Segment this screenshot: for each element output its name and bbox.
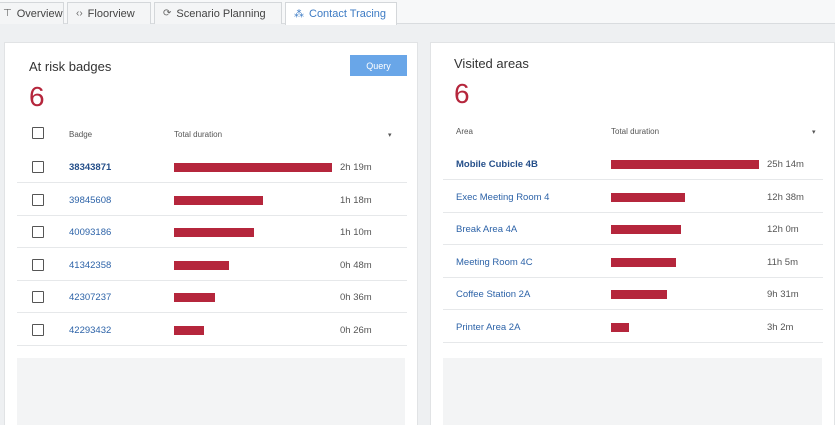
badge-row: 42307237 0h 36m [17,281,407,313]
duration-value: 0h 36m [340,292,372,303]
duration-bar [611,160,759,169]
tab-contact-tracing[interactable]: ⁂ Contact Tracing [285,2,397,25]
at-risk-badges-panel: At risk badges 6 Query Badge Total durat… [4,42,418,425]
area-row: Break Area 4A 12h 0m [443,213,823,245]
panel-title: Visited areas [454,56,529,71]
duration-value: 0h 48m [340,259,372,271]
column-header-area[interactable]: Area [456,127,473,136]
tab-scenario-planning[interactable]: ⟳ Scenario Planning [154,2,282,24]
panel-footer [17,358,405,425]
badge-row: 41342358 0h 48m [17,249,407,281]
duration-value: 0h 26m [340,324,372,336]
sort-caret-icon[interactable]: ▾ [812,129,816,136]
panel-title: At risk badges [29,59,112,74]
badge-row: 40093186 1h 10m [17,216,407,248]
duration-bar [611,322,629,332]
duration-bar [174,325,204,335]
duration-bar [174,163,332,172]
filter-icon: ⊤ [3,8,12,19]
duration-value: 25h 14m [767,159,804,170]
badge-count: 6 [29,81,45,112]
visited-areas-panel: Visited areas 6 Area Total duration ▾ Mo… [430,42,835,425]
tab-contact-tracing-label: Contact Tracing [309,8,387,20]
badge-id-link[interactable]: 42293432 [69,324,112,336]
area-row: Printer Area 2A 3h 2m [443,311,823,343]
duration-bar [174,260,229,270]
duration-bar [174,293,215,302]
badge-id-link[interactable]: 40093186 [69,227,112,238]
row-checkbox[interactable] [32,291,44,303]
column-header-total-duration[interactable]: Total duration [174,130,223,139]
floorview-icon: ‹› [76,8,83,19]
row-checkbox[interactable] [32,226,44,238]
column-header-badge[interactable]: Badge [69,130,93,139]
area-name-link[interactable]: Printer Area 2A [456,321,521,333]
sort-caret-icon[interactable]: ▾ [388,132,392,139]
badge-row: 42293432 0h 26m [17,314,407,346]
duration-value: 9h 31m [767,289,799,300]
duration-bar [174,228,254,237]
area-row: Coffee Station 2A 9h 31m [443,278,823,310]
tab-overview-label: Overview [16,7,63,20]
refresh-icon: ⟳ [163,8,172,19]
area-name-link[interactable]: Mobile Cubicle 4B [456,159,538,170]
duration-bar [611,192,685,202]
row-checkbox[interactable] [32,193,44,206]
duration-bar [611,290,667,299]
duration-value: 1h 10m [340,227,372,238]
duration-value: 12h 38m [767,191,804,203]
badge-id-link[interactable]: 41342358 [69,259,112,271]
tab-floorview[interactable]: ‹› Floorview [67,2,151,24]
tab-overview[interactable]: ⊤ Overview [0,2,64,24]
area-name-link[interactable]: Meeting Room 4C [456,256,533,268]
badge-id-link[interactable]: 42307237 [69,292,112,303]
tab-floorview-label: Floorview [87,7,135,20]
duration-bar [611,225,681,234]
duration-value: 1h 18m [340,194,372,206]
select-all-checkbox[interactable] [32,127,44,139]
area-name-link[interactable]: Exec Meeting Room 4 [456,191,550,203]
row-checkbox[interactable] [32,258,44,271]
area-count: 6 [454,78,470,109]
duration-bar [174,195,263,205]
area-row: Meeting Room 4C 11h 5m [443,246,823,278]
query-button[interactable]: Query [350,55,407,76]
duration-value: 12h 0m [767,224,799,235]
network-icon: ⁂ [294,8,304,20]
area-row: Exec Meeting Room 4 12h 38m [443,181,823,213]
duration-value: 11h 5m [767,256,798,268]
row-checkbox[interactable] [32,161,44,173]
duration-value: 3h 2m [767,321,794,333]
badge-id-link[interactable]: 39845608 [69,194,112,206]
area-name-link[interactable]: Coffee Station 2A [456,289,531,300]
duration-bar [611,257,676,267]
badge-row: 38343871 2h 19m [17,151,407,183]
column-header-total-duration[interactable]: Total duration [611,127,660,136]
duration-value: 2h 19m [340,162,372,173]
badge-row: 39845608 1h 18m [17,184,407,216]
row-checkbox[interactable] [32,323,44,336]
tab-scenario-planning-label: Scenario Planning [176,7,266,20]
tab-bar: ⊤ Overview ‹› Floorview ⟳ Scenario Plann… [0,0,835,25]
badge-id-link[interactable]: 38343871 [69,162,112,173]
area-name-link[interactable]: Break Area 4A [456,224,518,235]
area-row: Mobile Cubicle 4B 25h 14m [443,148,823,180]
panel-footer [443,358,822,425]
